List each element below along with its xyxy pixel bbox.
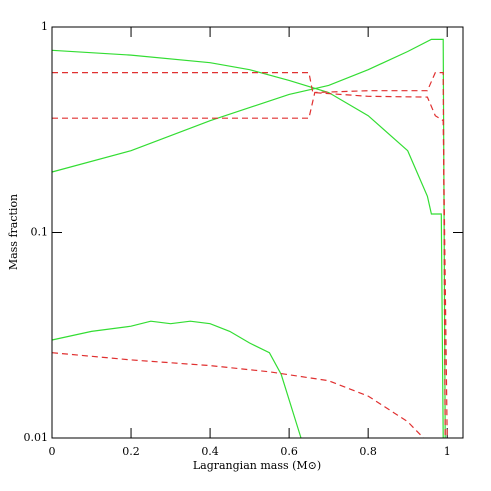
x-tick-label: 0.4 (201, 445, 219, 458)
data-line (51, 320, 302, 439)
data-line (51, 352, 424, 439)
y-axis-label: Mass fraction (7, 194, 20, 270)
x-axis-label: Lagrangian mass (M⊙) (193, 459, 321, 472)
x-tick-label: 1 (444, 445, 451, 458)
data-line (51, 49, 444, 439)
x-tick-label: 0.6 (280, 445, 298, 458)
y-tick-label: 1 (41, 20, 48, 33)
data-line (52, 72, 448, 439)
y-tick-label: 0.01 (24, 431, 49, 444)
data-line (52, 72, 446, 439)
plot-frame (51, 26, 464, 439)
x-tick-label: 0.2 (122, 445, 140, 458)
y-tick-label: 0.1 (31, 226, 49, 239)
x-tick-label: 0.8 (359, 445, 377, 458)
x-tick-label: 0 (49, 445, 56, 458)
data-line (51, 38, 446, 439)
